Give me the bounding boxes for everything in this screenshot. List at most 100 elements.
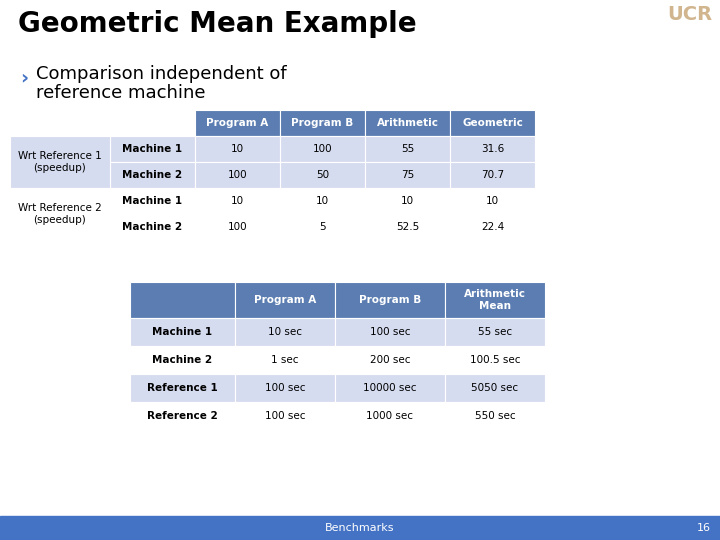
Text: Program B: Program B bbox=[359, 295, 421, 305]
Bar bbox=[195, 110, 280, 136]
Bar bbox=[235, 282, 335, 318]
Bar bbox=[110, 136, 195, 162]
Bar bbox=[10, 136, 110, 162]
Text: 550 sec: 550 sec bbox=[474, 411, 516, 421]
Bar bbox=[0, 516, 720, 540]
Bar bbox=[195, 188, 280, 214]
Text: 100: 100 bbox=[312, 144, 333, 154]
Text: Program B: Program B bbox=[292, 118, 354, 128]
Text: reference machine: reference machine bbox=[36, 84, 205, 102]
Text: Machine 1: Machine 1 bbox=[122, 196, 183, 206]
Bar bbox=[110, 188, 195, 214]
Text: 55: 55 bbox=[401, 144, 414, 154]
Bar bbox=[130, 374, 235, 402]
Text: 22.4: 22.4 bbox=[481, 222, 504, 232]
Text: Machine 2: Machine 2 bbox=[122, 170, 183, 180]
Bar bbox=[280, 110, 365, 136]
Text: Machine 1: Machine 1 bbox=[122, 144, 183, 154]
Text: 100.5 sec: 100.5 sec bbox=[469, 355, 521, 365]
Bar bbox=[10, 188, 110, 240]
Text: UCR: UCR bbox=[667, 5, 713, 24]
Bar bbox=[195, 162, 280, 188]
Bar bbox=[450, 214, 535, 240]
Text: ›: › bbox=[20, 68, 28, 87]
Text: Benchmarks: Benchmarks bbox=[325, 523, 395, 533]
Text: Program A: Program A bbox=[207, 118, 269, 128]
Text: 10: 10 bbox=[231, 144, 244, 154]
Bar bbox=[280, 188, 365, 214]
Bar bbox=[335, 402, 445, 430]
Bar bbox=[335, 282, 445, 318]
Bar bbox=[365, 110, 450, 136]
Bar bbox=[10, 162, 110, 188]
Text: 52.5: 52.5 bbox=[396, 222, 419, 232]
Text: 10: 10 bbox=[401, 196, 414, 206]
Text: Arithmetic
Mean: Arithmetic Mean bbox=[464, 289, 526, 311]
Text: Wrt Reference 1
(speedup): Wrt Reference 1 (speedup) bbox=[18, 151, 102, 173]
Bar bbox=[110, 162, 195, 188]
Bar bbox=[130, 346, 235, 374]
Text: 75: 75 bbox=[401, 170, 414, 180]
Text: 10000 sec: 10000 sec bbox=[364, 383, 417, 393]
Text: 1000 sec: 1000 sec bbox=[366, 411, 413, 421]
Bar bbox=[335, 374, 445, 402]
Bar bbox=[280, 136, 365, 162]
Bar bbox=[365, 162, 450, 188]
Text: Geometric Mean Example: Geometric Mean Example bbox=[18, 10, 417, 38]
Text: 1 sec: 1 sec bbox=[271, 355, 299, 365]
Bar bbox=[235, 346, 335, 374]
Text: 10: 10 bbox=[486, 196, 499, 206]
Text: 5: 5 bbox=[319, 222, 326, 232]
Bar bbox=[450, 136, 535, 162]
Bar bbox=[445, 402, 545, 430]
Bar bbox=[280, 214, 365, 240]
Text: 5050 sec: 5050 sec bbox=[472, 383, 518, 393]
Bar bbox=[335, 318, 445, 346]
Text: Arithmetic: Arithmetic bbox=[377, 118, 438, 128]
Bar bbox=[130, 318, 235, 346]
Bar bbox=[130, 282, 235, 318]
Text: 55 sec: 55 sec bbox=[478, 327, 512, 337]
Text: Comparison independent of: Comparison independent of bbox=[36, 65, 287, 83]
Text: 100: 100 bbox=[228, 222, 247, 232]
Text: 31.6: 31.6 bbox=[481, 144, 504, 154]
Text: Reference 1: Reference 1 bbox=[147, 383, 218, 393]
Text: 10 sec: 10 sec bbox=[268, 327, 302, 337]
Bar bbox=[445, 346, 545, 374]
Text: 100 sec: 100 sec bbox=[370, 327, 410, 337]
Bar bbox=[10, 188, 110, 214]
Text: 100: 100 bbox=[228, 170, 247, 180]
Text: Program A: Program A bbox=[254, 295, 316, 305]
Bar bbox=[280, 162, 365, 188]
Text: 50: 50 bbox=[316, 170, 329, 180]
Bar bbox=[235, 318, 335, 346]
Bar bbox=[450, 110, 535, 136]
Text: 100 sec: 100 sec bbox=[265, 411, 305, 421]
Bar bbox=[235, 374, 335, 402]
Text: Machine 2: Machine 2 bbox=[122, 222, 183, 232]
Text: 10: 10 bbox=[231, 196, 244, 206]
Text: Machine 1: Machine 1 bbox=[153, 327, 212, 337]
Bar bbox=[10, 136, 110, 188]
Bar bbox=[445, 318, 545, 346]
Text: 200 sec: 200 sec bbox=[370, 355, 410, 365]
Bar bbox=[450, 162, 535, 188]
Bar bbox=[335, 346, 445, 374]
Text: Machine 2: Machine 2 bbox=[153, 355, 212, 365]
Bar bbox=[445, 374, 545, 402]
Bar bbox=[110, 214, 195, 240]
Text: 100 sec: 100 sec bbox=[265, 383, 305, 393]
Text: Geometric: Geometric bbox=[462, 118, 523, 128]
Text: Reference 2: Reference 2 bbox=[147, 411, 218, 421]
Text: 10: 10 bbox=[316, 196, 329, 206]
Bar bbox=[445, 282, 545, 318]
Text: 16: 16 bbox=[697, 523, 711, 533]
Text: Wrt Reference 2
(speedup): Wrt Reference 2 (speedup) bbox=[18, 203, 102, 225]
Bar bbox=[235, 402, 335, 430]
Bar bbox=[130, 402, 235, 430]
Bar bbox=[10, 214, 110, 240]
Bar bbox=[365, 188, 450, 214]
Bar bbox=[195, 214, 280, 240]
Text: 70.7: 70.7 bbox=[481, 170, 504, 180]
Bar bbox=[450, 188, 535, 214]
